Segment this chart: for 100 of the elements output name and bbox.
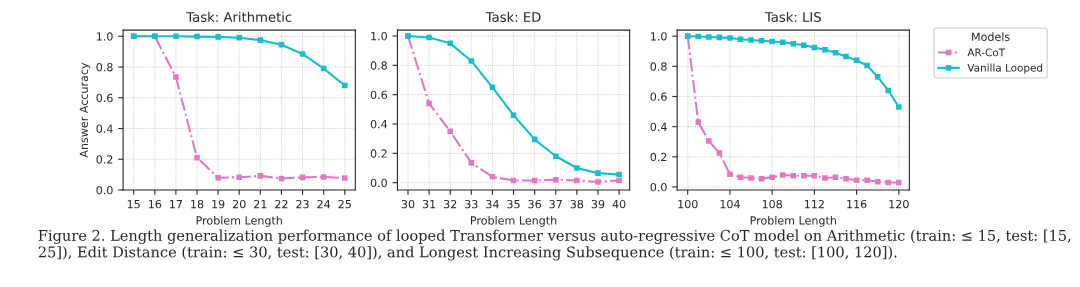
x-tick-label: 36 (528, 199, 542, 209)
point (790, 40, 797, 47)
point (574, 165, 580, 171)
point (320, 174, 327, 180)
x-tick-label: 38 (570, 199, 584, 209)
point (236, 174, 242, 181)
x-tick-label: 104 (720, 199, 740, 209)
point (885, 179, 892, 186)
y-tick-label: 0.6 (370, 90, 388, 100)
point (236, 35, 242, 41)
point (257, 37, 264, 43)
y-tick-label: 1.0 (96, 32, 113, 41)
y-axis-title: Answer Accuracy (79, 62, 91, 158)
point (790, 172, 797, 179)
y-tick-label: 0.8 (96, 63, 113, 72)
point (769, 174, 775, 180)
x-tick-label: 34 (486, 199, 499, 209)
point (727, 171, 733, 177)
point (706, 34, 712, 40)
point (801, 172, 807, 179)
point (299, 51, 306, 57)
point (215, 174, 221, 181)
point (215, 34, 221, 40)
point (468, 58, 475, 64)
x-tick-label: 120 (889, 199, 909, 209)
point (706, 138, 712, 144)
x-tick-label: 18 (191, 199, 204, 209)
point (341, 82, 348, 89)
x-tick-label: 25 (338, 199, 351, 209)
x-tick-label: 39 (591, 199, 605, 209)
point (341, 175, 348, 181)
y-tick-label: 0.8 (370, 61, 387, 70)
x-tick-label: 116 (847, 199, 867, 209)
legend-title: Models (972, 32, 1010, 41)
x-tick-label: 31 (422, 199, 436, 209)
point (737, 36, 744, 42)
point (278, 41, 285, 48)
y-tick-label: 0.0 (96, 185, 113, 195)
point (896, 104, 902, 110)
point (595, 170, 601, 176)
point (843, 175, 849, 182)
point (173, 33, 179, 40)
x-tick-label: 23 (296, 199, 309, 209)
point (257, 173, 264, 179)
point (737, 174, 744, 180)
point (695, 119, 702, 125)
y-tick-label: 0.4 (650, 122, 667, 132)
point (843, 53, 849, 60)
point (552, 176, 559, 183)
point (695, 33, 702, 40)
point (822, 46, 828, 53)
point (822, 175, 828, 181)
y-tick-label: 1.0 (371, 31, 387, 41)
point (779, 39, 786, 45)
point (769, 38, 775, 45)
x-tick-label: 17 (170, 200, 183, 209)
x-tick-label: 22 (275, 199, 288, 209)
point (616, 171, 622, 178)
point (727, 35, 733, 41)
point (832, 49, 839, 56)
point (173, 74, 179, 80)
x-tick-label: 33 (465, 199, 478, 209)
x-tick-label: 108 (762, 199, 782, 209)
x-tick-label: 19 (212, 199, 225, 209)
point (864, 62, 870, 69)
y-tick-label: 0.2 (650, 152, 667, 162)
point (447, 128, 453, 135)
legend-label: AR-CoT (967, 48, 1006, 57)
y-tick-label: 0.2 (96, 155, 113, 164)
y-tick-label: 0.6 (650, 92, 667, 101)
point (595, 179, 601, 185)
x-tick-label: 40 (612, 199, 626, 209)
point (885, 87, 892, 94)
point (896, 179, 902, 186)
chart-title: Task: Arithmetic (186, 11, 292, 22)
point (426, 100, 432, 107)
point (447, 40, 453, 47)
point (510, 112, 517, 118)
y-tick-label: 0.8 (650, 62, 667, 71)
point (779, 172, 786, 178)
x-tick-label: 20 (232, 199, 246, 209)
point (748, 175, 754, 181)
x-tick-label: 37 (549, 199, 562, 209)
x-tick-label: 15 (127, 200, 140, 209)
point (832, 174, 839, 180)
point (864, 177, 870, 183)
y-tick-label: 0.4 (370, 119, 388, 129)
point (853, 177, 860, 183)
y-tick-label: 1.0 (650, 32, 667, 41)
y-tick-label: 0.0 (370, 178, 387, 188)
y-tick-label: 0.0 (650, 182, 667, 192)
point (194, 33, 200, 40)
x-tick-label: 21 (254, 199, 267, 209)
chart-title: Task: ED (485, 11, 541, 22)
point (489, 174, 496, 180)
point (194, 154, 200, 161)
point (716, 150, 723, 156)
point (801, 42, 807, 48)
x-tick-label: 112 (804, 199, 824, 209)
point (748, 37, 754, 43)
